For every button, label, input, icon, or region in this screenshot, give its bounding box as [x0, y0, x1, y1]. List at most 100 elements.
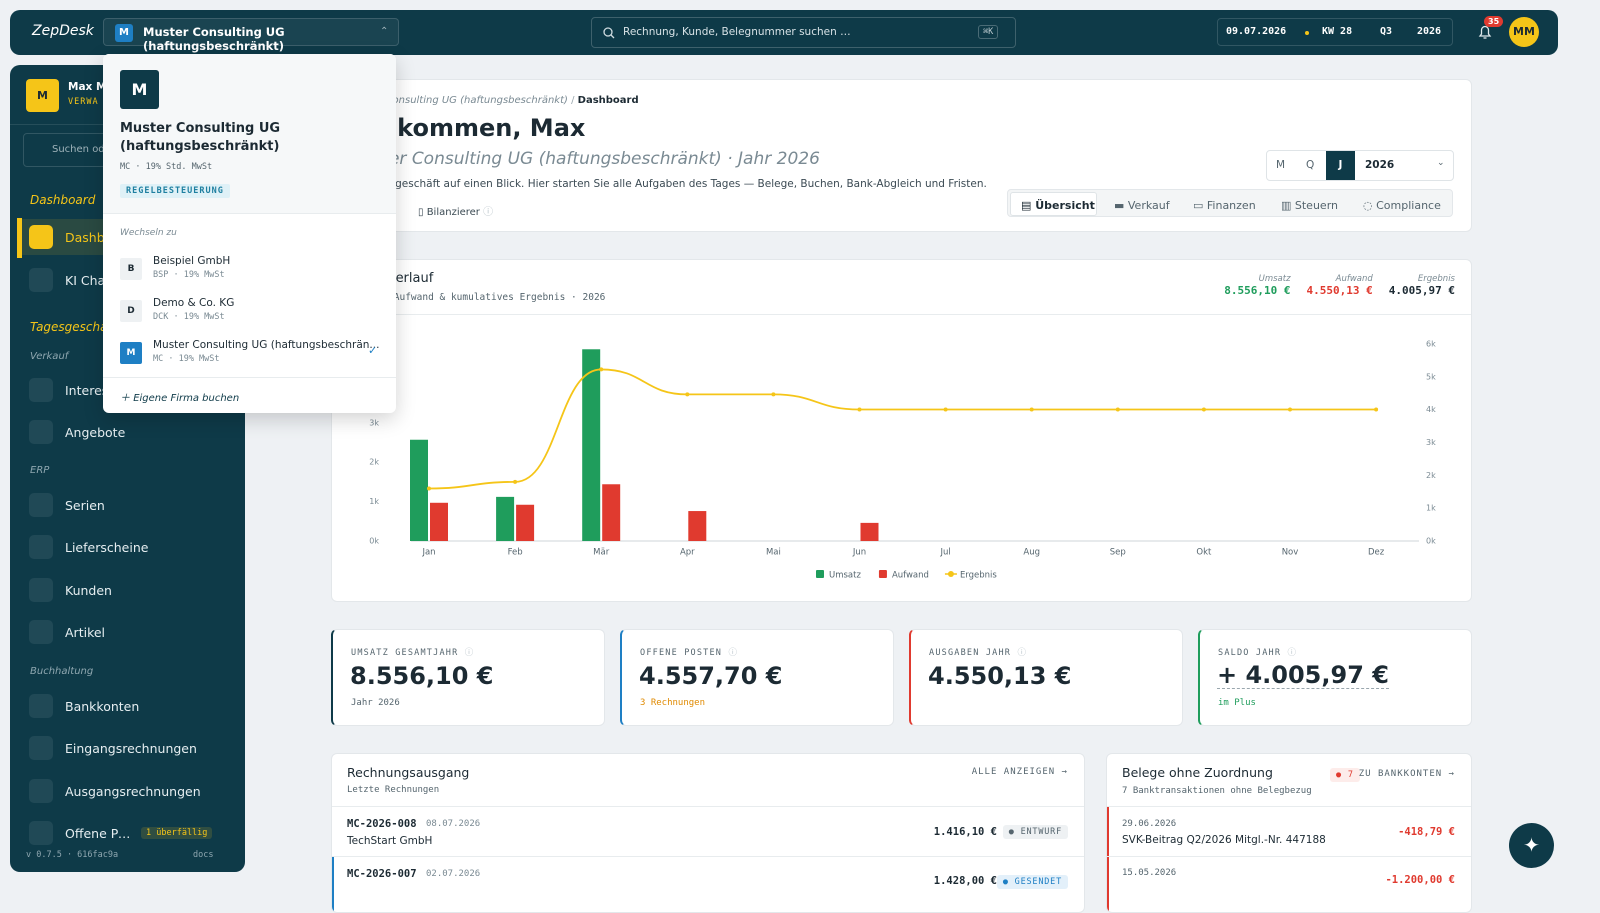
company-option-selected[interactable]: M Muster Consulting UG (haftungsbeschrän… [103, 334, 396, 374]
shortcut: ⌘K [978, 25, 999, 39]
bar [582, 349, 601, 541]
period-option[interactable]: Q [1306, 159, 1315, 171]
nav-item[interactable]: Angebote [18, 414, 238, 450]
breadcrumb-current: Dashboard [577, 95, 639, 106]
kpi-label: AUSGABEN JAHR ⓘ [929, 648, 1028, 658]
invoice-date: 02.07.2026 [426, 869, 481, 879]
nav-item[interactable]: Offene Posten 1 überfällig [18, 815, 238, 851]
company-option[interactable]: B Beispiel GmbH BSP · 19% MwSt [103, 250, 396, 290]
invoice-number[interactable]: MC-2026-007 [347, 868, 417, 880]
period-option-active[interactable]: J [1326, 151, 1355, 180]
bar [496, 496, 515, 541]
add-company[interactable]: ＋ Eigene Firma buchen [120, 393, 240, 404]
quarter[interactable]: Q3 [1380, 26, 1393, 37]
tab[interactable]: ▬ Verkauf [1114, 198, 1170, 212]
y2-tick-label: 6k [1426, 340, 1436, 349]
tab[interactable]: ◌ Compliance [1363, 198, 1441, 212]
page-description: Ihr Tagesgeschäft auf einen Blick. Hier … [348, 178, 987, 190]
count-badge: ● 7 [1330, 768, 1360, 782]
logo[interactable]: ZepDesk [32, 23, 94, 39]
check: ✓ [368, 344, 378, 357]
invoice-amount: 1.416,10 € [933, 826, 997, 838]
nav-item[interactable]: Artikel [18, 614, 238, 650]
nav-item[interactable]: Ausgangsrechnungen [18, 773, 238, 809]
card-subtitle: Letzte Rechnungen [347, 785, 440, 795]
bar [516, 504, 535, 541]
nav-label: Angebote [65, 424, 126, 440]
tab[interactable]: ▭ Finanzen [1193, 198, 1256, 212]
tab-label: Verkauf [1127, 198, 1170, 212]
bar [688, 511, 707, 541]
bar [430, 502, 448, 541]
nav-item[interactable]: Lieferscheine [18, 529, 238, 565]
breadcrumb-item[interactable]: Muster Consulting UG (haftungsbeschränkt… [348, 95, 568, 106]
nav-item[interactable]: Serien [18, 487, 238, 523]
nav-label: Ausgangsrechnungen [65, 783, 201, 799]
invoice-number[interactable]: MC-2026-008 [347, 818, 417, 830]
kpi-label-text: AUSGABEN JAHR [929, 648, 1012, 658]
nav-item[interactable]: KI Chat [18, 262, 238, 298]
card-subtitle: 7 Banktransaktionen ohne Belegbezug [1122, 786, 1312, 796]
add-label: Eigene Firma buchen [133, 393, 240, 404]
search[interactable]: Rechnung, Kunde, Belegnummer suchen … ⌘K [591, 17, 1016, 48]
invoice-customer: TechStart GmbH [347, 835, 433, 847]
period-option[interactable]: M [1276, 159, 1286, 171]
nav-group: Verkauf [30, 351, 69, 362]
kpi-value: + 4.005,97 € [1217, 661, 1389, 690]
period-bar[interactable]: 09.07.2026 KW 28 Q3 2026 [1217, 18, 1453, 46]
notification-count: 35 [1484, 16, 1504, 27]
tab[interactable]: ▤ Übersicht [1021, 198, 1095, 212]
user-role: VERWA [68, 97, 99, 107]
divider [1107, 856, 1471, 857]
card-title: Belege ohne Zuordnung [1122, 765, 1273, 780]
week[interactable]: KW 28 [1322, 26, 1353, 37]
ai-button[interactable]: ✦ [1509, 823, 1554, 868]
divider [332, 806, 1084, 807]
nav-label: Serien [65, 497, 105, 513]
avatar[interactable]: MM [1509, 17, 1539, 47]
company-selector[interactable]: M Muster Consulting UG (haftungsbeschrän… [103, 18, 399, 53]
bar [602, 484, 621, 541]
x-tick-label: Dez [1368, 548, 1385, 558]
header-card: Muster Consulting UG (haftungsbeschränkt… [331, 79, 1472, 232]
line-point [1374, 407, 1379, 412]
chart-card: Jahresverlauf Umsatz, Aufwand & kumulati… [331, 259, 1472, 602]
page-subtitle: Muster Consulting UG (haftungsbeschränkt… [348, 149, 820, 169]
date[interactable]: 09.07.2026 [1226, 26, 1287, 37]
kpi-label-text: OFFENE POSTEN [640, 648, 723, 658]
status-label: ENTWURF [1020, 827, 1062, 837]
company-dropdown: M Muster Consulting UG (haftungsbeschrän… [103, 54, 396, 413]
year-select[interactable]: 2026 [1365, 159, 1395, 171]
x-tick-label: Mär [593, 548, 610, 558]
x-tick-label: Mai [766, 548, 781, 558]
tab[interactable]: ▥ Steuern [1281, 198, 1338, 212]
kpi-label: OFFENE POSTEN ⓘ [640, 648, 739, 658]
line-point [427, 486, 431, 491]
company-option[interactable]: D Demo & Co. KG DCK · 19% MwSt [103, 292, 396, 332]
to-bank[interactable]: ZU BANKKONTEN → [1358, 769, 1455, 779]
tab-label: Finanzen [1206, 198, 1256, 212]
bell[interactable] [1478, 24, 1492, 40]
bar [860, 522, 879, 541]
total-label: Aufwand [1335, 274, 1373, 284]
receipt-date: 15.05.2026 [1122, 868, 1177, 878]
nav-item[interactable]: Eingangsrechnungen [18, 730, 238, 766]
company-name: Muster Consulting UG (haftungsbeschränkt… [143, 25, 285, 53]
docs-link[interactable]: docs [193, 850, 214, 860]
divider [103, 377, 396, 378]
chart: 0k1k2k3k4k5k0k1k2k3k4k5k6kJanFebMärAprMa… [369, 340, 1436, 581]
x-tick-label: Nov [1282, 548, 1299, 558]
nav-label: Kunden [65, 582, 112, 598]
year[interactable]: 2026 [1417, 26, 1442, 37]
chevron: ⌄ [1437, 158, 1445, 168]
kpi-value: 4.557,70 € [639, 662, 783, 690]
show-all[interactable]: ALLE ANZEIGEN → [971, 767, 1068, 777]
role-label: Bilanzierer [426, 207, 480, 218]
nav-item[interactable]: Bankkonten [18, 688, 238, 724]
nav-item[interactable]: Kunden [18, 572, 238, 608]
kpi-card: AUSGABEN JAHR ⓘ 4.550,13 € [909, 629, 1183, 726]
option-badge: M [120, 342, 142, 364]
tab-label: Übersicht [1035, 198, 1095, 212]
legend-swatch [816, 570, 824, 578]
